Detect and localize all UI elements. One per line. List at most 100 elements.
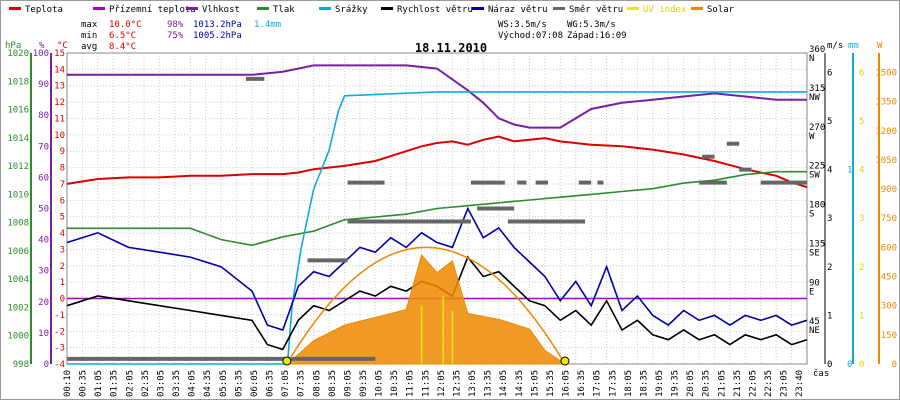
tick-label-mm: 1 xyxy=(847,166,852,176)
x-tick-label: 14:35 xyxy=(515,370,525,397)
x-tick-label: 08:05 xyxy=(312,370,322,397)
x-tick-label: 04:05 xyxy=(188,370,198,397)
x-tick-label: 02:05 xyxy=(125,370,135,397)
x-tick-label: 10:35 xyxy=(390,370,400,397)
tick-label-celsius: 14 xyxy=(54,65,65,75)
tick-label-celsius: -1 xyxy=(54,311,65,321)
x-tick-label: 13:05 xyxy=(468,370,478,397)
x-tick-label: 05:35 xyxy=(234,370,244,397)
series-vlhkost xyxy=(67,64,807,129)
stats-avg-temp: 8.4°C xyxy=(109,42,136,52)
stats-max-rain: 1.4mm xyxy=(254,20,281,30)
sunrise-marker xyxy=(282,356,292,366)
x-tick-label: 02:35 xyxy=(141,370,151,397)
x-tick-label: 00:35 xyxy=(79,370,89,397)
x-tick-label: 19:05 xyxy=(655,370,665,397)
legend-swatch-rychlost xyxy=(381,7,393,10)
tick-label-mm: 0 xyxy=(847,360,852,370)
x-tick-label: 14:05 xyxy=(499,370,509,397)
tick-label-hpa: 1020 xyxy=(7,49,29,59)
x-tick-label: 09:35 xyxy=(359,370,369,397)
x-tick-label: 22:05 xyxy=(748,370,758,397)
tick-label-hpa: 1016 xyxy=(7,106,29,116)
sunset-marker xyxy=(560,356,570,366)
legend-swatch-tlak xyxy=(257,7,269,10)
tick-label-w: 750 xyxy=(881,214,897,224)
stats-min-label: min xyxy=(81,31,97,41)
tick-label-celsius: 9 xyxy=(60,147,65,157)
legend-label-tlak: Tlak xyxy=(273,5,295,15)
x-tick-label: 05:05 xyxy=(219,370,229,397)
tick-label-wind-deg: 135 xyxy=(809,239,825,249)
tick-label-w: 150 xyxy=(881,331,897,341)
axis-unit-w: W xyxy=(877,41,883,51)
x-tick-label: 21:05 xyxy=(717,370,727,397)
x-tick-label: 03:35 xyxy=(172,370,182,397)
tick-label-wind-dir: S xyxy=(809,210,814,220)
tick-label-pct: 70 xyxy=(38,142,49,152)
tick-label-pct: 100 xyxy=(33,49,49,59)
tick-label-celsius: 8 xyxy=(60,164,65,174)
x-tick-label: 20:35 xyxy=(702,370,712,397)
tick-label-uv: 4 xyxy=(859,166,864,176)
x-tick-label: 01:35 xyxy=(110,370,120,397)
legend-swatch-prizemni xyxy=(93,7,105,10)
tick-label-wind-deg: 225 xyxy=(809,162,825,172)
tick-label-hpa: 1004 xyxy=(7,275,29,285)
legend-swatch-solar xyxy=(691,7,703,10)
tick-label-wind-dir: E xyxy=(809,287,814,297)
tick-label-w: 1050 xyxy=(875,156,897,166)
tick-label-wind-dir: NE xyxy=(809,326,820,336)
tick-label-celsius: 12 xyxy=(54,98,65,108)
tick-label-celsius: 2 xyxy=(60,262,65,272)
x-tick-label: 19:35 xyxy=(671,370,681,397)
stats-max-press: 1013.2hPa xyxy=(193,20,242,30)
x-tick-label: 00:10 xyxy=(63,370,73,397)
x-tick-label: 11:35 xyxy=(421,370,431,397)
tick-label-wind-deg: 270 xyxy=(809,123,825,133)
tick-label-w: 1200 xyxy=(875,127,897,137)
x-tick-label: 13:35 xyxy=(484,370,494,397)
tick-label-pct: 0 xyxy=(44,360,49,370)
legend-label-naraz: Náraz větru xyxy=(488,5,548,15)
legend-swatch-naraz xyxy=(472,7,484,10)
legend-swatch-smer xyxy=(553,7,565,10)
x-tick-label: 18:05 xyxy=(624,370,634,397)
tick-label-ms: 1 xyxy=(827,311,832,321)
series-rychlost xyxy=(66,255,808,351)
tick-label-celsius: 15 xyxy=(54,49,65,59)
solar-theoretical-curve xyxy=(286,246,566,365)
legend-swatch-teplota xyxy=(9,7,21,10)
tick-label-pct: 30 xyxy=(38,267,49,277)
tick-label-celsius: 4 xyxy=(60,229,65,239)
tick-label-hpa: 1018 xyxy=(7,77,29,87)
axis-unit-ms: m/s xyxy=(827,41,843,51)
tick-label-wind-deg: 90 xyxy=(809,278,820,288)
stats-avg-label: avg xyxy=(81,42,97,52)
tick-label-pct: 60 xyxy=(38,173,49,183)
tick-label-wind-deg: 45 xyxy=(809,317,820,327)
stats-min-press: 1005.2hPa xyxy=(193,31,242,41)
tick-label-celsius: 0 xyxy=(60,295,65,305)
x-tick-label: 23:05 xyxy=(780,370,790,397)
legend-swatch-uv xyxy=(627,7,639,10)
legend-label-prizemni: Přízemní teplota xyxy=(109,5,196,15)
x-tick-label: 09:05 xyxy=(343,370,353,397)
wind-speed-avg: WS:3.5m/s xyxy=(498,20,547,30)
chart-title: 18.11.2010 xyxy=(415,41,487,55)
tick-label-ms: 6 xyxy=(827,68,832,78)
tick-label-w: 1350 xyxy=(875,98,897,108)
legend-swatch-srazky xyxy=(319,7,331,10)
tick-label-ms: 4 xyxy=(827,166,832,176)
x-tick-label: 16:35 xyxy=(577,370,587,397)
tick-label-wind-deg: 180 xyxy=(809,201,825,211)
tick-label-ms: 2 xyxy=(827,263,832,273)
legend-label-solar: Solar xyxy=(707,5,735,15)
tick-label-w: 900 xyxy=(881,185,897,195)
x-tick-label: 20:05 xyxy=(686,370,696,397)
legend-label-vlhkost: Vlhkost xyxy=(202,5,240,15)
tick-label-celsius: 10 xyxy=(54,131,65,141)
stats-max-temp: 10.0°C xyxy=(109,20,142,30)
x-tick-label: 12:05 xyxy=(437,370,447,397)
